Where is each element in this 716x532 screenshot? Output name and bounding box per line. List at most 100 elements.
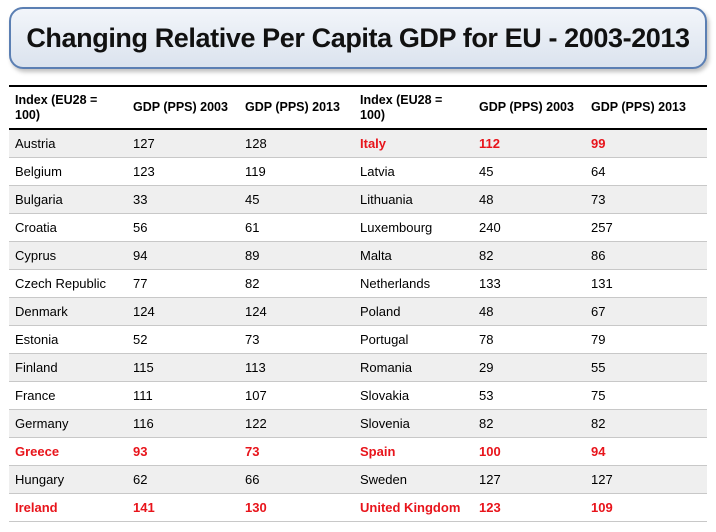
table-row: Finland 115 113 Romania 29 55 [9,353,707,382]
header-gdp2003-left: GDP (PPS) 2003 [127,85,239,130]
table-row: Ireland 141 130 United Kingdom 123 109 [9,493,707,522]
cell-gdp2013-right: 99 [585,129,707,158]
cell-gdp2003-left: 52 [127,325,239,354]
table-row: Cyprus 94 89 Malta 82 86 [9,241,707,270]
cell-gdp2013-right: 55 [585,353,707,382]
cell-gdp2013-left: 128 [239,129,354,158]
cell-country-right: Slovakia [354,381,473,410]
cell-gdp2013-right: 94 [585,437,707,466]
cell-gdp2003-right: 48 [473,297,585,326]
header-gdp2013-left: GDP (PPS) 2013 [239,85,354,130]
cell-country-left: Austria [9,129,127,158]
cell-country-left: Germany [9,409,127,438]
cell-gdp2003-right: 45 [473,157,585,186]
cell-gdp2003-left: 56 [127,213,239,242]
table-row: Germany 116 122 Slovenia 82 82 [9,409,707,438]
cell-country-right: Portugal [354,325,473,354]
cell-gdp2003-right: 133 [473,269,585,298]
cell-gdp2003-right: 29 [473,353,585,382]
cell-gdp2013-left: 119 [239,157,354,186]
gdp-table: Index (EU28 = 100) GDP (PPS) 2003 GDP (P… [9,85,707,522]
table-row: Austria 127 128 Italy 112 99 [9,129,707,158]
cell-gdp2013-left: 89 [239,241,354,270]
cell-gdp2003-left: 141 [127,493,239,522]
cell-country-right: Malta [354,241,473,270]
table-header-row: Index (EU28 = 100) GDP (PPS) 2003 GDP (P… [9,85,707,130]
cell-country-left: Bulgaria [9,185,127,214]
cell-gdp2003-left: 77 [127,269,239,298]
cell-gdp2013-right: 86 [585,241,707,270]
cell-gdp2013-right: 109 [585,493,707,522]
cell-gdp2013-right: 67 [585,297,707,326]
cell-gdp2003-right: 127 [473,465,585,494]
table-row: Croatia 56 61 Luxembourg 240 257 [9,213,707,242]
cell-gdp2013-left: 45 [239,185,354,214]
cell-country-right: Spain [354,437,473,466]
cell-gdp2013-left: 66 [239,465,354,494]
cell-country-left: Greece [9,437,127,466]
table-row: Hungary 62 66 Sweden 127 127 [9,465,707,494]
cell-gdp2003-right: 78 [473,325,585,354]
cell-country-right: United Kingdom [354,493,473,522]
cell-gdp2003-left: 124 [127,297,239,326]
cell-country-right: Netherlands [354,269,473,298]
cell-gdp2013-left: 122 [239,409,354,438]
table-row: Belgium 123 119 Latvia 45 64 [9,157,707,186]
cell-gdp2003-right: 82 [473,241,585,270]
header-index-right: Index (EU28 = 100) [354,85,473,130]
header-gdp2003-right: GDP (PPS) 2003 [473,85,585,130]
cell-country-left: Belgium [9,157,127,186]
table-row: Bulgaria 33 45 Lithuania 48 73 [9,185,707,214]
cell-country-left: Cyprus [9,241,127,270]
cell-gdp2003-left: 62 [127,465,239,494]
cell-gdp2003-left: 116 [127,409,239,438]
cell-gdp2013-left: 73 [239,437,354,466]
cell-country-left: France [9,381,127,410]
cell-country-left: Czech Republic [9,269,127,298]
cell-gdp2013-left: 113 [239,353,354,382]
cell-gdp2003-right: 48 [473,185,585,214]
cell-gdp2003-right: 82 [473,409,585,438]
cell-gdp2003-left: 127 [127,129,239,158]
cell-country-right: Latvia [354,157,473,186]
cell-gdp2003-left: 94 [127,241,239,270]
cell-country-right: Lithuania [354,185,473,214]
cell-gdp2013-right: 257 [585,213,707,242]
cell-gdp2013-left: 130 [239,493,354,522]
cell-gdp2003-left: 33 [127,185,239,214]
cell-country-left: Finland [9,353,127,382]
cell-gdp2003-left: 111 [127,381,239,410]
cell-gdp2003-right: 123 [473,493,585,522]
table-body: Austria 127 128 Italy 112 99 Belgium 123 119 Latv… [9,129,707,522]
table-row: Czech Republic 77 82 Netherlands 133 131 [9,269,707,298]
cell-gdp2013-left: 82 [239,269,354,298]
cell-gdp2003-right: 240 [473,213,585,242]
cell-gdp2013-left: 61 [239,213,354,242]
table-row: Greece 93 73 Spain 100 94 [9,437,707,466]
cell-gdp2003-right: 100 [473,437,585,466]
cell-gdp2013-right: 127 [585,465,707,494]
cell-gdp2013-right: 82 [585,409,707,438]
cell-country-left: Hungary [9,465,127,494]
cell-gdp2013-right: 79 [585,325,707,354]
cell-country-left: Denmark [9,297,127,326]
table-row: France 111 107 Slovakia 53 75 [9,381,707,410]
cell-gdp2013-right: 64 [585,157,707,186]
cell-gdp2013-right: 75 [585,381,707,410]
cell-gdp2013-right: 131 [585,269,707,298]
cell-country-left: Croatia [9,213,127,242]
cell-country-right: Italy [354,129,473,158]
cell-gdp2013-left: 124 [239,297,354,326]
page-title: Changing Relative Per Capita GDP for EU … [26,22,690,53]
cell-gdp2003-left: 123 [127,157,239,186]
table-row: Denmark 124 124 Poland 48 67 [9,297,707,326]
cell-country-right: Romania [354,353,473,382]
header-gdp2013-right: GDP (PPS) 2013 [585,85,707,130]
title-banner: Changing Relative Per Capita GDP for EU … [9,7,707,69]
cell-gdp2013-left: 107 [239,381,354,410]
cell-country-right: Poland [354,297,473,326]
table-row: Estonia 52 73 Portugal 78 79 [9,325,707,354]
header-index-left: Index (EU28 = 100) [9,85,127,130]
cell-country-right: Sweden [354,465,473,494]
cell-gdp2003-right: 112 [473,129,585,158]
